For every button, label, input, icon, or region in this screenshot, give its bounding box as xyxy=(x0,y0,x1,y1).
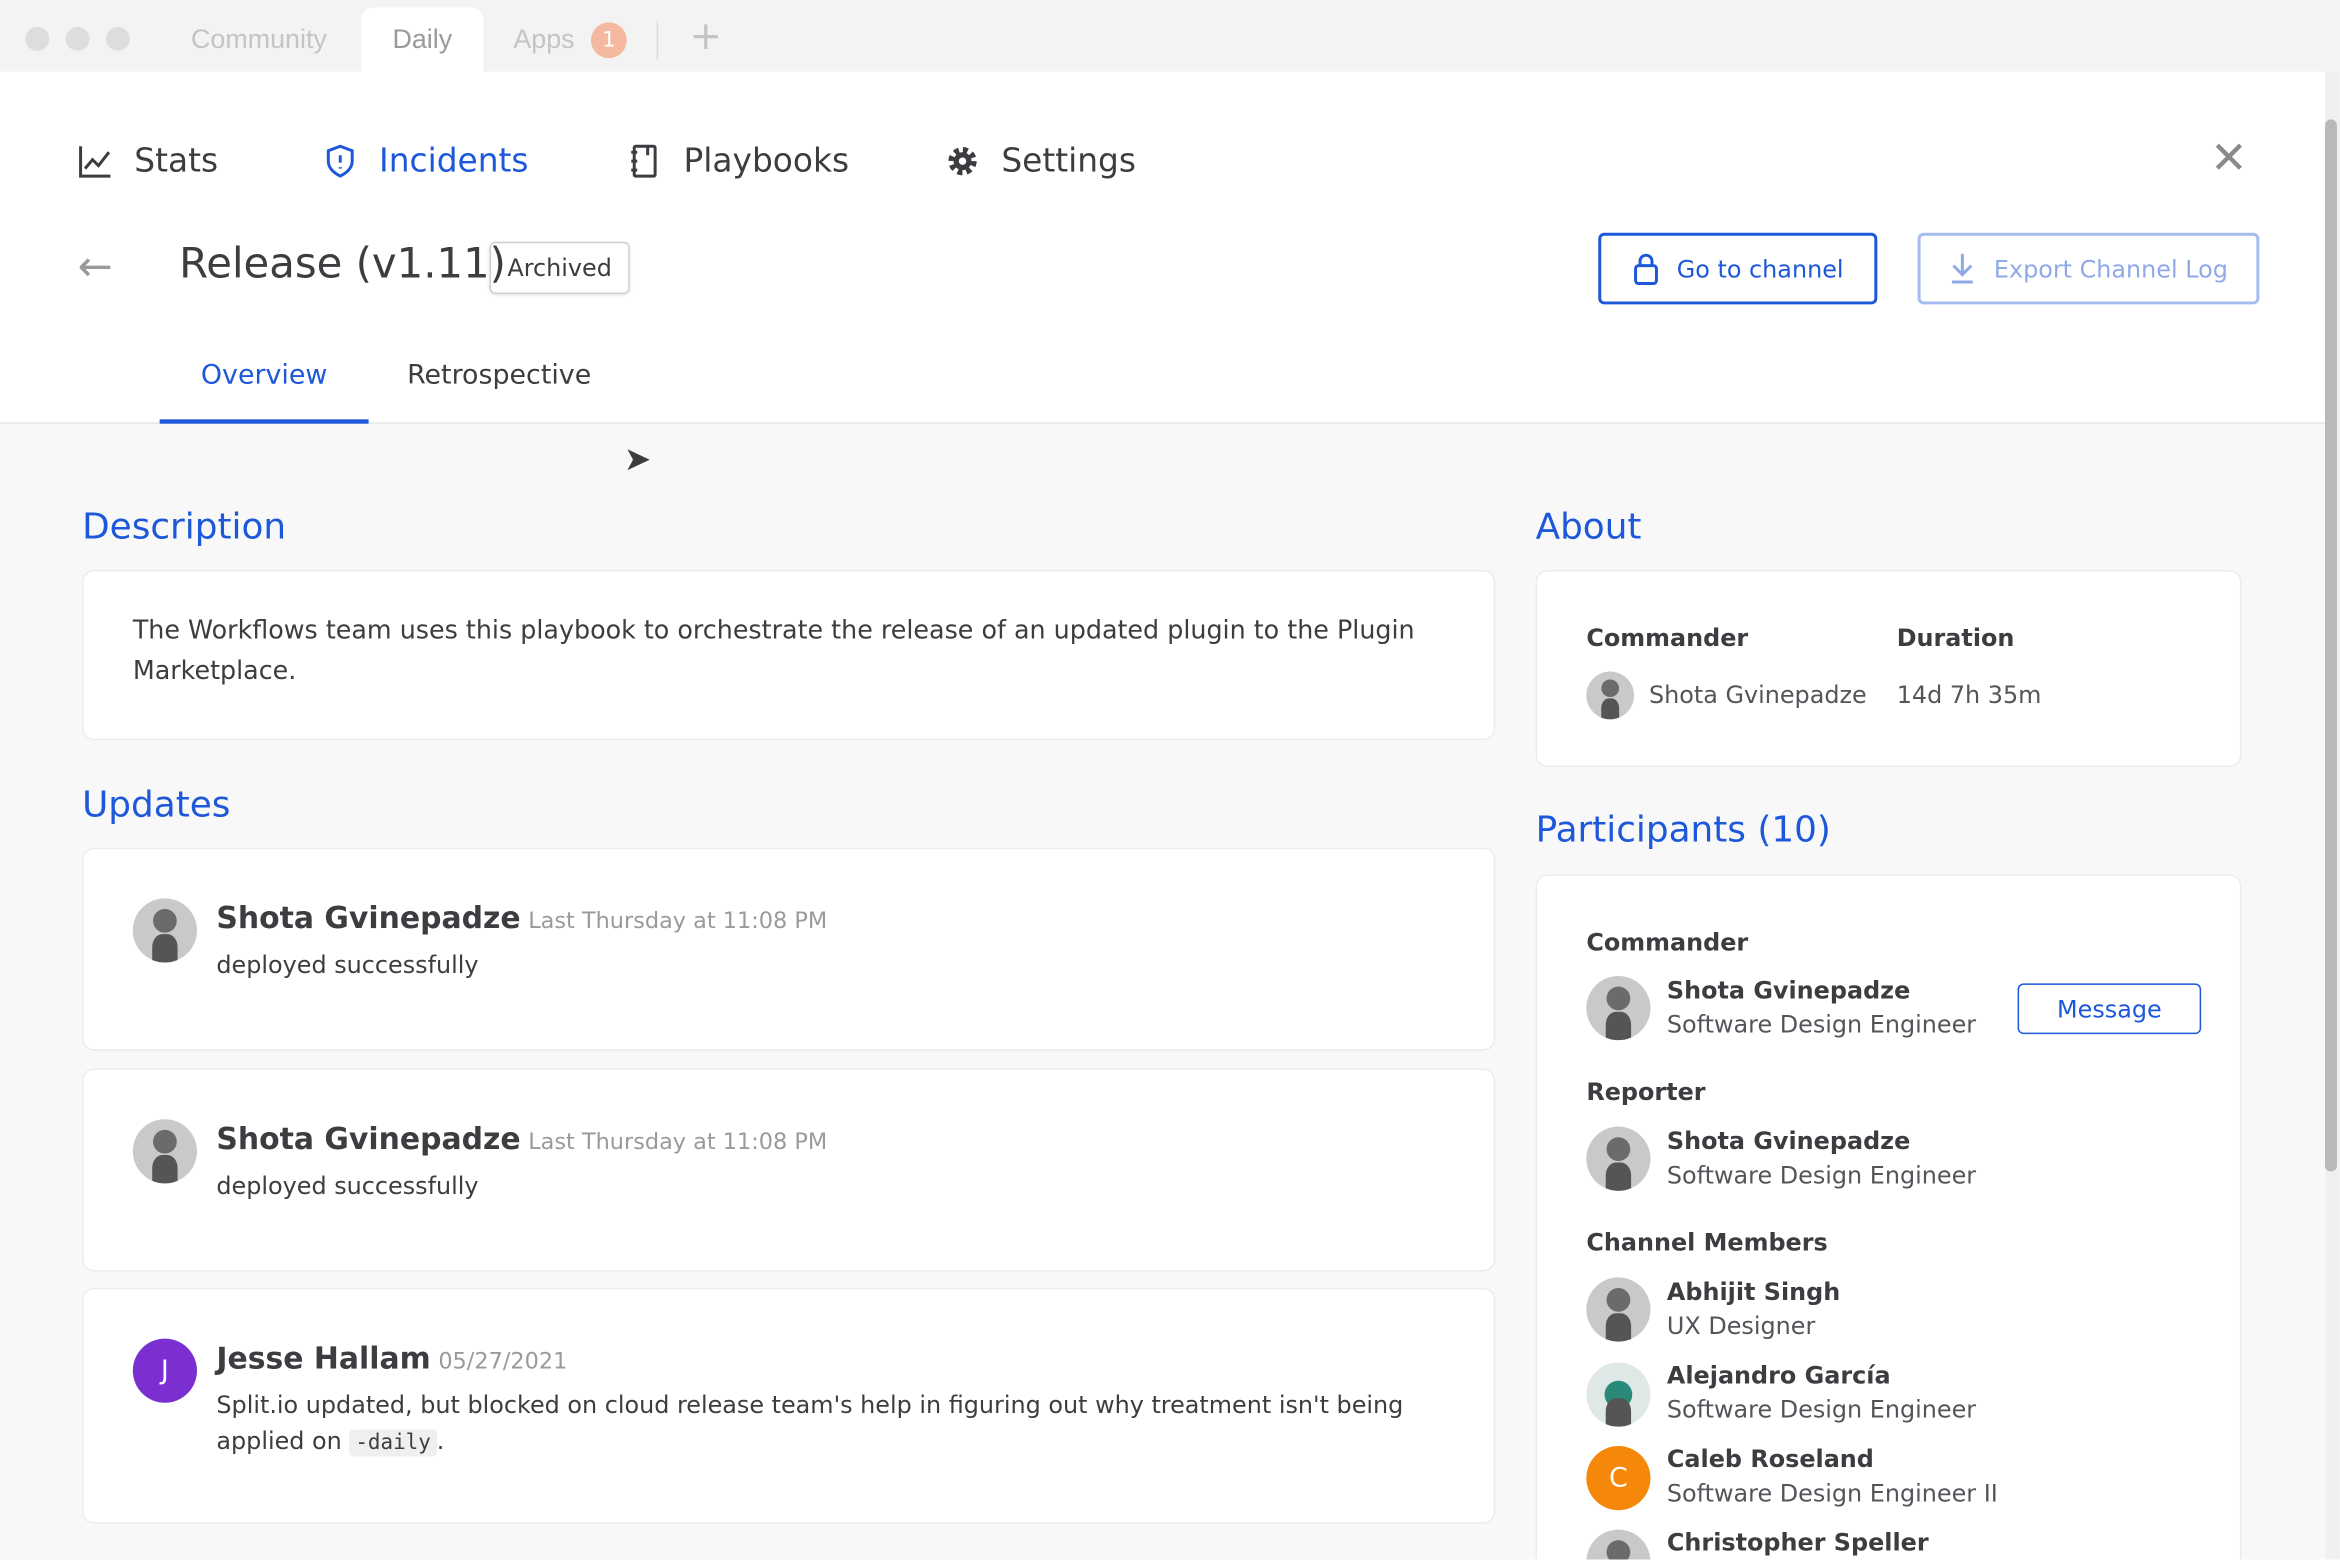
export-channel-log-button[interactable]: Export Channel Log xyxy=(1917,232,2260,305)
nav-incidents[interactable]: Incidents xyxy=(322,137,529,185)
update-text: deployed successfully xyxy=(216,1171,479,1200)
avatar xyxy=(1586,1529,1651,1560)
minimize-window-button[interactable] xyxy=(65,26,90,51)
update-time: 05/27/2021 xyxy=(438,1347,568,1375)
close-window-button[interactable] xyxy=(25,26,50,51)
nav-label: Incidents xyxy=(379,142,529,180)
update-author: Shota Gvinepadze xyxy=(216,1120,521,1157)
update-author: Jesse Hallam xyxy=(216,1340,431,1376)
commander-name[interactable]: Shota Gvinepadze xyxy=(1648,680,1867,709)
text: Split.io updated, but blocked on cloud r… xyxy=(216,1390,1404,1455)
window-tab-daily[interactable]: Daily xyxy=(361,7,484,72)
avatar: J xyxy=(132,1338,197,1403)
participant-role: UX Designer xyxy=(1666,1311,1816,1341)
button-label: Go to channel xyxy=(1676,254,1844,283)
description-heading: Description xyxy=(82,505,287,548)
update-item: Shota Gvinepadze Last Thursday at 11:08 … xyxy=(82,847,1496,1051)
go-to-channel-button[interactable]: Go to channel xyxy=(1598,232,1878,305)
participant-name: Abhijit Singh xyxy=(1666,1277,1841,1306)
avatar xyxy=(1586,671,1635,720)
maximize-window-button[interactable] xyxy=(105,26,130,51)
inline-code: -daily xyxy=(349,1429,437,1457)
participant-name: Shota Gvinepadze xyxy=(1666,975,1911,1005)
reporter-label: Reporter xyxy=(1586,1077,1706,1106)
window-tab-apps[interactable]: Apps xyxy=(513,23,575,54)
update-author: Shota Gvinepadze xyxy=(216,899,521,936)
nav-label: Stats xyxy=(134,142,219,180)
description-text: The Workflows team uses this playbook to… xyxy=(132,616,1415,687)
avatar xyxy=(1586,1277,1651,1342)
update-time: Last Thursday at 11:08 PM xyxy=(528,907,828,935)
participant-role: Software Design Engineer xyxy=(1666,1395,1977,1424)
about-card: Commander Duration Shota Gvinepadze 14d … xyxy=(1535,570,2242,768)
update-text: deployed successfully xyxy=(216,950,479,979)
notebook-icon xyxy=(631,144,657,178)
participants-card: Commander Shota Gvinepadze Software Desi… xyxy=(1535,874,2242,1560)
channel-members-label: Channel Members xyxy=(1586,1228,1828,1257)
participant-role: Software Design Engineer xyxy=(1666,1010,1977,1039)
avatar xyxy=(1586,1126,1651,1191)
commander-label: Commander xyxy=(1586,623,1749,653)
plus-icon[interactable]: + xyxy=(689,14,722,60)
update-item: Shota Gvinepadze Last Thursday at 11:08 … xyxy=(82,1068,1496,1272)
update-text: Split.io updated, but blocked on cloud r… xyxy=(216,1388,1440,1461)
nav-settings[interactable]: Settings xyxy=(945,137,1136,185)
about-heading: About xyxy=(1535,505,1642,548)
mouse-cursor: ➤ xyxy=(623,441,652,480)
window-tab-community[interactable]: Community xyxy=(191,23,327,54)
duration-label: Duration xyxy=(1896,623,2015,653)
participant-name: Shota Gvinepadze xyxy=(1666,1126,1911,1156)
duration-value: 14d 7h 35m xyxy=(1896,680,2042,709)
update-time: Last Thursday at 11:08 PM xyxy=(528,1128,828,1156)
tab-retrospective[interactable]: Retrospective xyxy=(407,359,592,391)
status-badge: Archived xyxy=(489,241,630,294)
chart-line-icon xyxy=(79,146,111,178)
nav-label: Playbooks xyxy=(683,142,850,180)
back-arrow-icon[interactable]: ← xyxy=(77,241,113,291)
tab-divider xyxy=(656,20,659,60)
scrollbar-thumb[interactable] xyxy=(2325,119,2337,1172)
participant-name: Caleb Roseland xyxy=(1666,1444,1874,1473)
participant-role: Software Design Engineer II xyxy=(1666,1478,1998,1508)
participants-heading: Participants (10) xyxy=(1535,808,1831,851)
nav-stats[interactable]: Stats xyxy=(78,137,219,185)
lock-icon xyxy=(1633,253,1658,286)
message-button[interactable]: Message xyxy=(2017,983,2202,1035)
button-label: Export Channel Log xyxy=(1993,254,2228,283)
avatar xyxy=(132,898,197,963)
nav-label: Settings xyxy=(1001,142,1136,180)
incident-title: Release (v1.11) xyxy=(179,238,507,289)
participant-name: Christopher Speller xyxy=(1666,1528,1929,1557)
nav-playbooks[interactable]: Playbooks xyxy=(627,137,849,185)
download-icon xyxy=(1952,253,1973,284)
updates-heading: Updates xyxy=(82,783,231,826)
avatar xyxy=(1586,1362,1651,1427)
participant-role: Software Design Engineer xyxy=(1666,1161,1977,1190)
avatar: C xyxy=(1586,1446,1651,1511)
window-titlebar xyxy=(0,0,2340,72)
gear-icon xyxy=(948,146,977,176)
close-icon[interactable]: ✕ xyxy=(2210,132,2248,186)
tab-overview[interactable]: Overview xyxy=(159,346,369,424)
text: . xyxy=(436,1426,445,1455)
description-card: The Workflows team uses this playbook to… xyxy=(82,570,1496,741)
shield-alert-icon xyxy=(326,144,354,178)
avatar xyxy=(1586,975,1651,1041)
avatar xyxy=(132,1119,197,1184)
update-item: J Jesse Hallam 05/27/2021 Split.io updat… xyxy=(82,1287,1496,1524)
apps-badge: 1 xyxy=(590,22,627,59)
commander-label: Commander xyxy=(1586,928,1749,957)
participant-name: Alejandro García xyxy=(1666,1360,1891,1390)
